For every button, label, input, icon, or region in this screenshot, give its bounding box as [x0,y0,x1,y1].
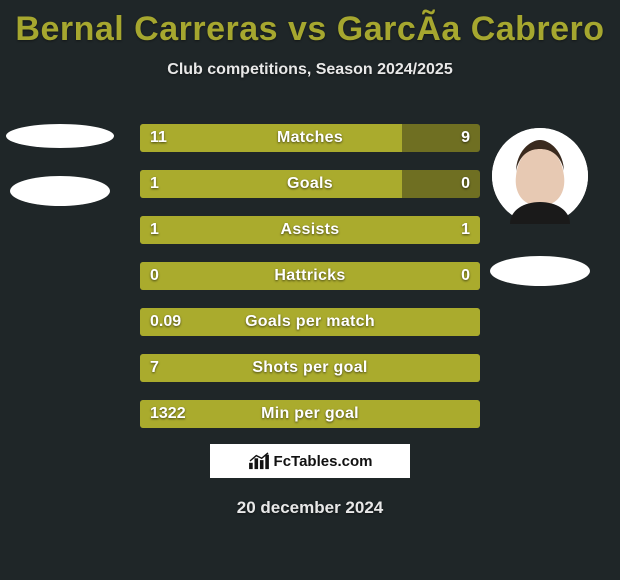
stat-row: 10Goals [140,170,480,198]
stat-row: 7Shots per goal [140,354,480,382]
stat-row: 11Assists [140,216,480,244]
stat-row: 0.09Goals per match [140,308,480,336]
brand-chart-icon [248,452,270,470]
stat-row: 00Hattricks [140,262,480,290]
stat-label: Matches [140,124,480,152]
comparison-subtitle: Club competitions, Season 2024/2025 [0,61,620,79]
stats-container: 119Matches 10Goals 11Assists 00Hattricks 0.0… [140,124,480,446]
stat-label: Goals [140,170,480,198]
stat-label: Assists [140,216,480,244]
stat-row: 119Matches [140,124,480,152]
stat-label: Goals per match [140,308,480,336]
comparison-title: Bernal Carreras vs GarcÃ­a Cabrero [0,0,620,49]
brand-badge: FcTables.com [210,444,410,478]
player-right-avatar [492,128,588,224]
player-left-shadow [6,124,114,148]
player-right-kit [490,256,590,286]
stat-label: Shots per goal [140,354,480,382]
stat-label: Min per goal [140,400,480,428]
player-left-kit [10,176,110,206]
brand-text: FcTables.com [274,453,373,470]
stat-row: 1322Min per goal [140,400,480,428]
stat-label: Hattricks [140,262,480,290]
comparison-date: 20 december 2024 [0,498,620,518]
